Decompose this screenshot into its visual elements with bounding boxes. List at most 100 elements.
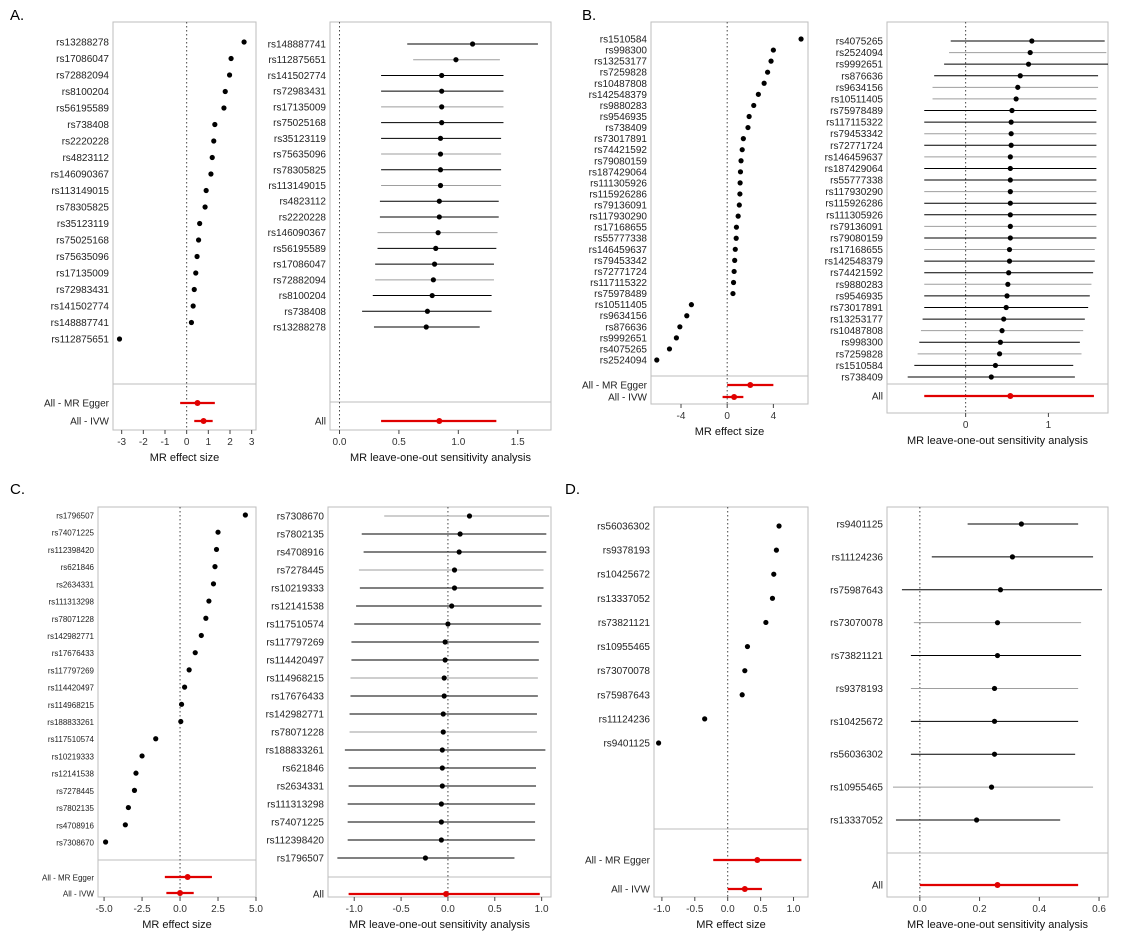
data-point [1006, 258, 1013, 264]
snp-label: rs79080159 [594, 156, 647, 167]
data-point [131, 787, 138, 793]
snp-label: rs7308670 [56, 839, 94, 848]
data-point [1029, 38, 1035, 44]
snp-label: rs1796507 [277, 854, 325, 865]
data-point [988, 784, 995, 790]
snp-label: rs4823112 [279, 197, 326, 208]
snp-label: rs112875651 [268, 55, 326, 66]
snp-label: rs9992651 [600, 333, 648, 344]
data-point [215, 529, 221, 535]
data-point [684, 313, 690, 319]
data-point [1006, 246, 1013, 253]
snp-label: rs78305825 [56, 203, 109, 214]
summary-label: All - MR Egger [44, 399, 110, 410]
snp-label: rs75978489 [594, 289, 647, 300]
summary-label: All - IVW [63, 890, 95, 899]
x-tick-label: -1 [161, 437, 170, 448]
snp-label: rs113149015 [268, 181, 326, 192]
data-point [746, 113, 752, 120]
data-point [133, 770, 139, 776]
x-tick-label: 1.0 [451, 437, 465, 448]
snp-label: rs142982771 [266, 710, 325, 721]
snp-label: rs72771724 [830, 141, 883, 152]
data-point [1007, 154, 1013, 160]
data-point [439, 72, 445, 79]
data-point [102, 839, 109, 845]
data-point [440, 711, 446, 717]
data-point [739, 692, 745, 698]
snp-label: rs9992651 [836, 60, 884, 71]
x-tick-label: -2 [139, 437, 148, 448]
data-point [116, 336, 123, 342]
data-point [212, 121, 218, 128]
data-point [739, 147, 745, 153]
x-tick-label: 3 [249, 437, 255, 448]
snp-label: rs113149015 [51, 186, 109, 197]
data-point [1005, 281, 1011, 287]
data-point [996, 351, 1003, 357]
data-point [702, 716, 708, 722]
data-point [673, 335, 679, 341]
data-point [735, 213, 741, 219]
data-point [466, 513, 473, 519]
snp-label: rs117115322 [590, 278, 647, 289]
data-point [193, 270, 199, 276]
data-point [202, 204, 208, 210]
data-point [991, 685, 998, 692]
summary-point [754, 857, 761, 863]
snp-label: rs148887741 [51, 318, 110, 329]
data-point [1007, 177, 1013, 183]
data-point [994, 652, 1001, 659]
snp-label: rs74071225 [271, 818, 324, 829]
data-point [656, 740, 662, 746]
snp-label: rs187429064 [825, 164, 884, 175]
snp-label: rs12141538 [52, 770, 95, 779]
x-tick-label: 0.0 [333, 437, 347, 448]
data-point [771, 571, 777, 577]
data-point [1007, 165, 1013, 172]
data-point [763, 619, 769, 626]
data-point [439, 120, 445, 126]
snp-label: rs142548379 [825, 257, 884, 268]
data-point [737, 169, 744, 175]
summary-label: All - IVW [70, 417, 109, 428]
x-axis-title: MR leave-one-out sensitivity analysis [349, 919, 530, 931]
chart-B-loo: 0 1 MR leave-one-out sensitivity analysis r… [825, 21, 1109, 447]
data-point [441, 693, 447, 699]
data-point [437, 167, 444, 173]
snp-label: rs10425672 [597, 570, 650, 581]
snp-label: rs73070078 [597, 666, 650, 677]
snp-label: rs876636 [841, 71, 883, 82]
data-point [241, 39, 247, 45]
x-tick-label: 1.0 [535, 904, 549, 915]
x-tick-label: 0.4 [1032, 904, 1046, 915]
data-point [433, 245, 439, 251]
data-point [442, 639, 448, 645]
snp-label: rs10955465 [830, 783, 883, 794]
data-point [973, 817, 980, 823]
chart-C-effect: -5.0 -2.5 0.0 2.5 5.0 MR effect size rs1796507… [42, 506, 263, 931]
snp-label: rs112398420 [266, 836, 324, 847]
x-tick-label: 0.0 [721, 904, 735, 915]
summary-label: All - IVW [611, 885, 650, 896]
snp-label: rs13253177 [830, 315, 883, 326]
x-tick-label: 0.6 [1092, 904, 1106, 915]
data-point [449, 603, 455, 609]
data-point [744, 643, 751, 650]
snp-label: rs79080159 [830, 233, 883, 244]
panel-label-c: C. [10, 481, 25, 498]
snp-label: rs141502774 [268, 71, 327, 82]
snp-label: rs114968215 [266, 674, 324, 685]
snp-label: rs13288278 [273, 323, 326, 334]
snp-label: rs9401125 [836, 520, 883, 531]
x-tick-label: 0.2 [973, 904, 987, 915]
data-point [991, 751, 998, 757]
snp-label: rs56036302 [597, 522, 650, 533]
plot-frame [112, 21, 257, 431]
chart-A-loo: 0.0 0.5 1.0 1.5 MR leave-one-out sensitivity… [268, 21, 552, 464]
snp-label: rs10219333 [271, 584, 324, 595]
snp-label: rs117797269 [266, 638, 324, 649]
summary-label: All - MR Egger [42, 874, 94, 883]
snp-label: rs9546935 [836, 291, 884, 302]
data-point [798, 36, 804, 42]
